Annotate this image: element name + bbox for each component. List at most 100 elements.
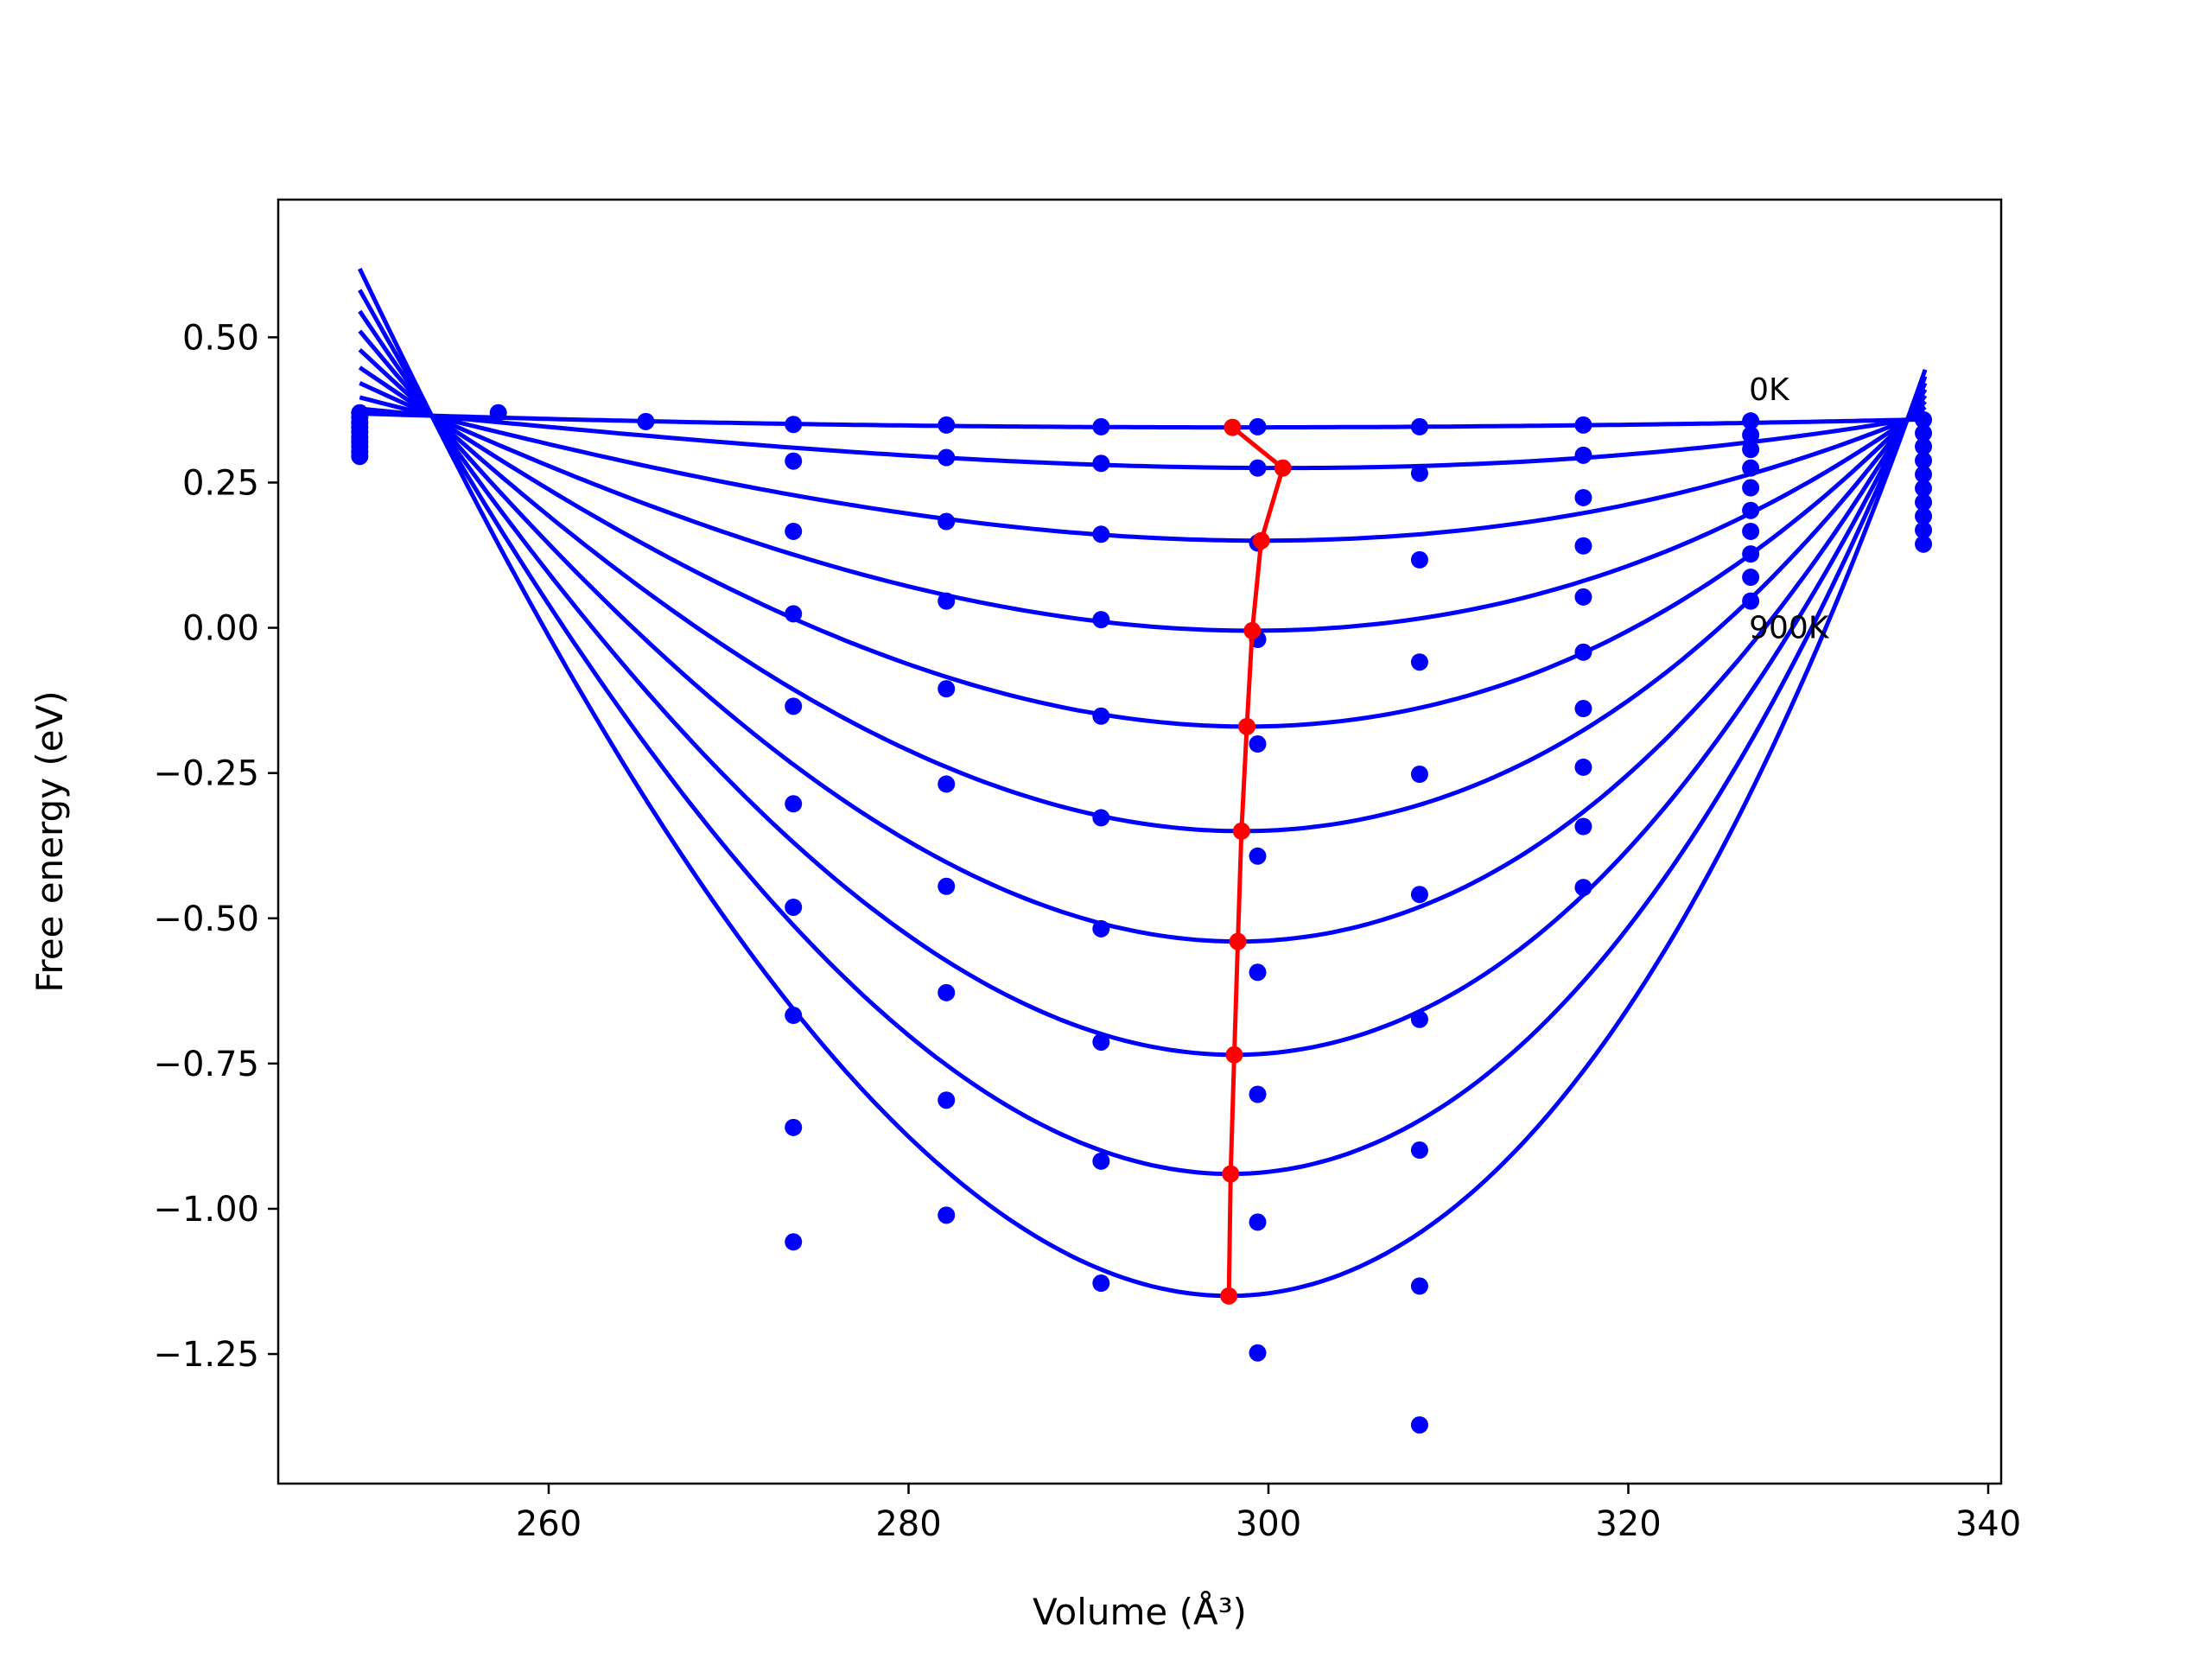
y-tick-label: −0.25 — [153, 754, 259, 794]
data-point — [1574, 488, 1592, 506]
minimum-point-0K — [1224, 418, 1242, 436]
data-point — [1092, 417, 1110, 435]
x-axis-label: Volume (Å³) — [1033, 1590, 1247, 1633]
fit-curve-400K — [358, 365, 1927, 729]
data-point — [785, 1118, 803, 1136]
fit-curve-0K — [359, 411, 1926, 430]
data-point — [1915, 493, 1933, 512]
data-point — [1410, 417, 1428, 435]
data-point — [1742, 545, 1760, 563]
data-point — [938, 592, 956, 610]
data-point — [938, 448, 956, 467]
y-tick-label: 0.25 — [182, 463, 259, 503]
data-point — [1249, 1085, 1267, 1103]
data-point — [1092, 1033, 1110, 1051]
data-point — [938, 877, 956, 895]
data-point — [1574, 588, 1592, 606]
data-point — [1915, 521, 1933, 539]
minima-line — [1226, 425, 1286, 1296]
data-point — [1574, 537, 1592, 555]
data-point — [1410, 464, 1428, 482]
data-point — [1092, 707, 1110, 725]
minimum-point-600K — [1229, 932, 1247, 950]
data-point — [785, 795, 803, 813]
data-point — [1574, 700, 1592, 718]
fit-curve-100K — [359, 406, 1926, 471]
data-point — [489, 404, 507, 422]
x-tick-label: 320 — [1595, 1504, 1661, 1544]
data-point — [1574, 879, 1592, 897]
fit-curve-300K — [359, 381, 1927, 633]
data-point — [1915, 437, 1933, 455]
annotations: 0K 900K — [1749, 372, 1830, 646]
y-axis-ticks: 0.50 0.25 0.00 −0.25 −0.50 −0.75 −1.00 −1.25 — [153, 318, 278, 1375]
data-point — [938, 775, 956, 793]
data-point — [1915, 507, 1933, 525]
data-point — [1410, 1277, 1428, 1295]
data-point — [1410, 1141, 1428, 1160]
fit-curve-900K — [358, 267, 1928, 1299]
y-tick-label: −1.00 — [153, 1190, 259, 1230]
y-tick-label: −0.50 — [153, 899, 259, 939]
y-tick-label: −0.75 — [153, 1045, 259, 1084]
data-point — [351, 448, 369, 466]
data-point — [1915, 410, 1933, 429]
data-point — [1915, 535, 1933, 553]
data-point — [1249, 459, 1267, 477]
data-point — [1410, 1010, 1428, 1028]
data-point — [785, 1233, 803, 1251]
minimum-point-400K — [1238, 717, 1256, 735]
data-point — [1410, 1416, 1428, 1434]
data-point — [938, 983, 956, 1001]
x-tick-label: 280 — [875, 1504, 941, 1544]
data-point — [1410, 766, 1428, 784]
curve-annotation: 900K — [1749, 611, 1830, 646]
data-point — [938, 1091, 956, 1109]
data-point — [1742, 441, 1760, 459]
data-point — [938, 1206, 956, 1224]
data-point — [1915, 480, 1933, 498]
data-point — [1742, 459, 1760, 477]
x-tick-label: 340 — [1955, 1504, 2021, 1544]
x-axis-ticks: 260 280 300 320 340 — [516, 1484, 2021, 1544]
data-point — [1092, 525, 1110, 543]
data-point — [1742, 426, 1760, 444]
data-point — [1915, 451, 1933, 469]
data-point — [1915, 424, 1933, 442]
data-point — [1410, 653, 1428, 671]
y-tick-label: 0.00 — [182, 609, 259, 649]
data-point — [938, 680, 956, 698]
data-point — [1742, 479, 1760, 497]
fit-curve-600K — [358, 329, 1928, 944]
data-point — [1249, 1213, 1267, 1231]
fit-curve-500K — [358, 347, 1928, 834]
data-point — [1249, 963, 1267, 982]
axes-frame — [276, 198, 2003, 1485]
data-point — [1742, 412, 1760, 430]
data-point — [1410, 550, 1428, 569]
minimum-point-900K — [1220, 1287, 1238, 1305]
data-point — [938, 416, 956, 434]
data-point — [785, 416, 803, 434]
minimum-point-200K — [1252, 531, 1270, 550]
y-tick-label: 0.50 — [182, 318, 259, 358]
data-point — [637, 412, 655, 430]
data-point — [1249, 847, 1267, 865]
data-point — [1092, 611, 1110, 629]
data-point — [938, 512, 956, 531]
minimum-point-700K — [1225, 1046, 1243, 1064]
fit-curve-800K — [358, 289, 1928, 1177]
data-point — [1915, 466, 1933, 484]
minimum-point-300K — [1243, 621, 1262, 639]
data-point — [1092, 809, 1110, 827]
data-point — [785, 452, 803, 470]
x-tick-label: 300 — [1236, 1504, 1301, 1544]
y-tick-label: −1.25 — [153, 1335, 259, 1375]
data-point — [1574, 817, 1592, 836]
plot-area — [351, 267, 1933, 1434]
data-point — [1742, 592, 1760, 610]
data-point — [1742, 501, 1760, 519]
curve-annotation: 0K — [1749, 372, 1790, 408]
